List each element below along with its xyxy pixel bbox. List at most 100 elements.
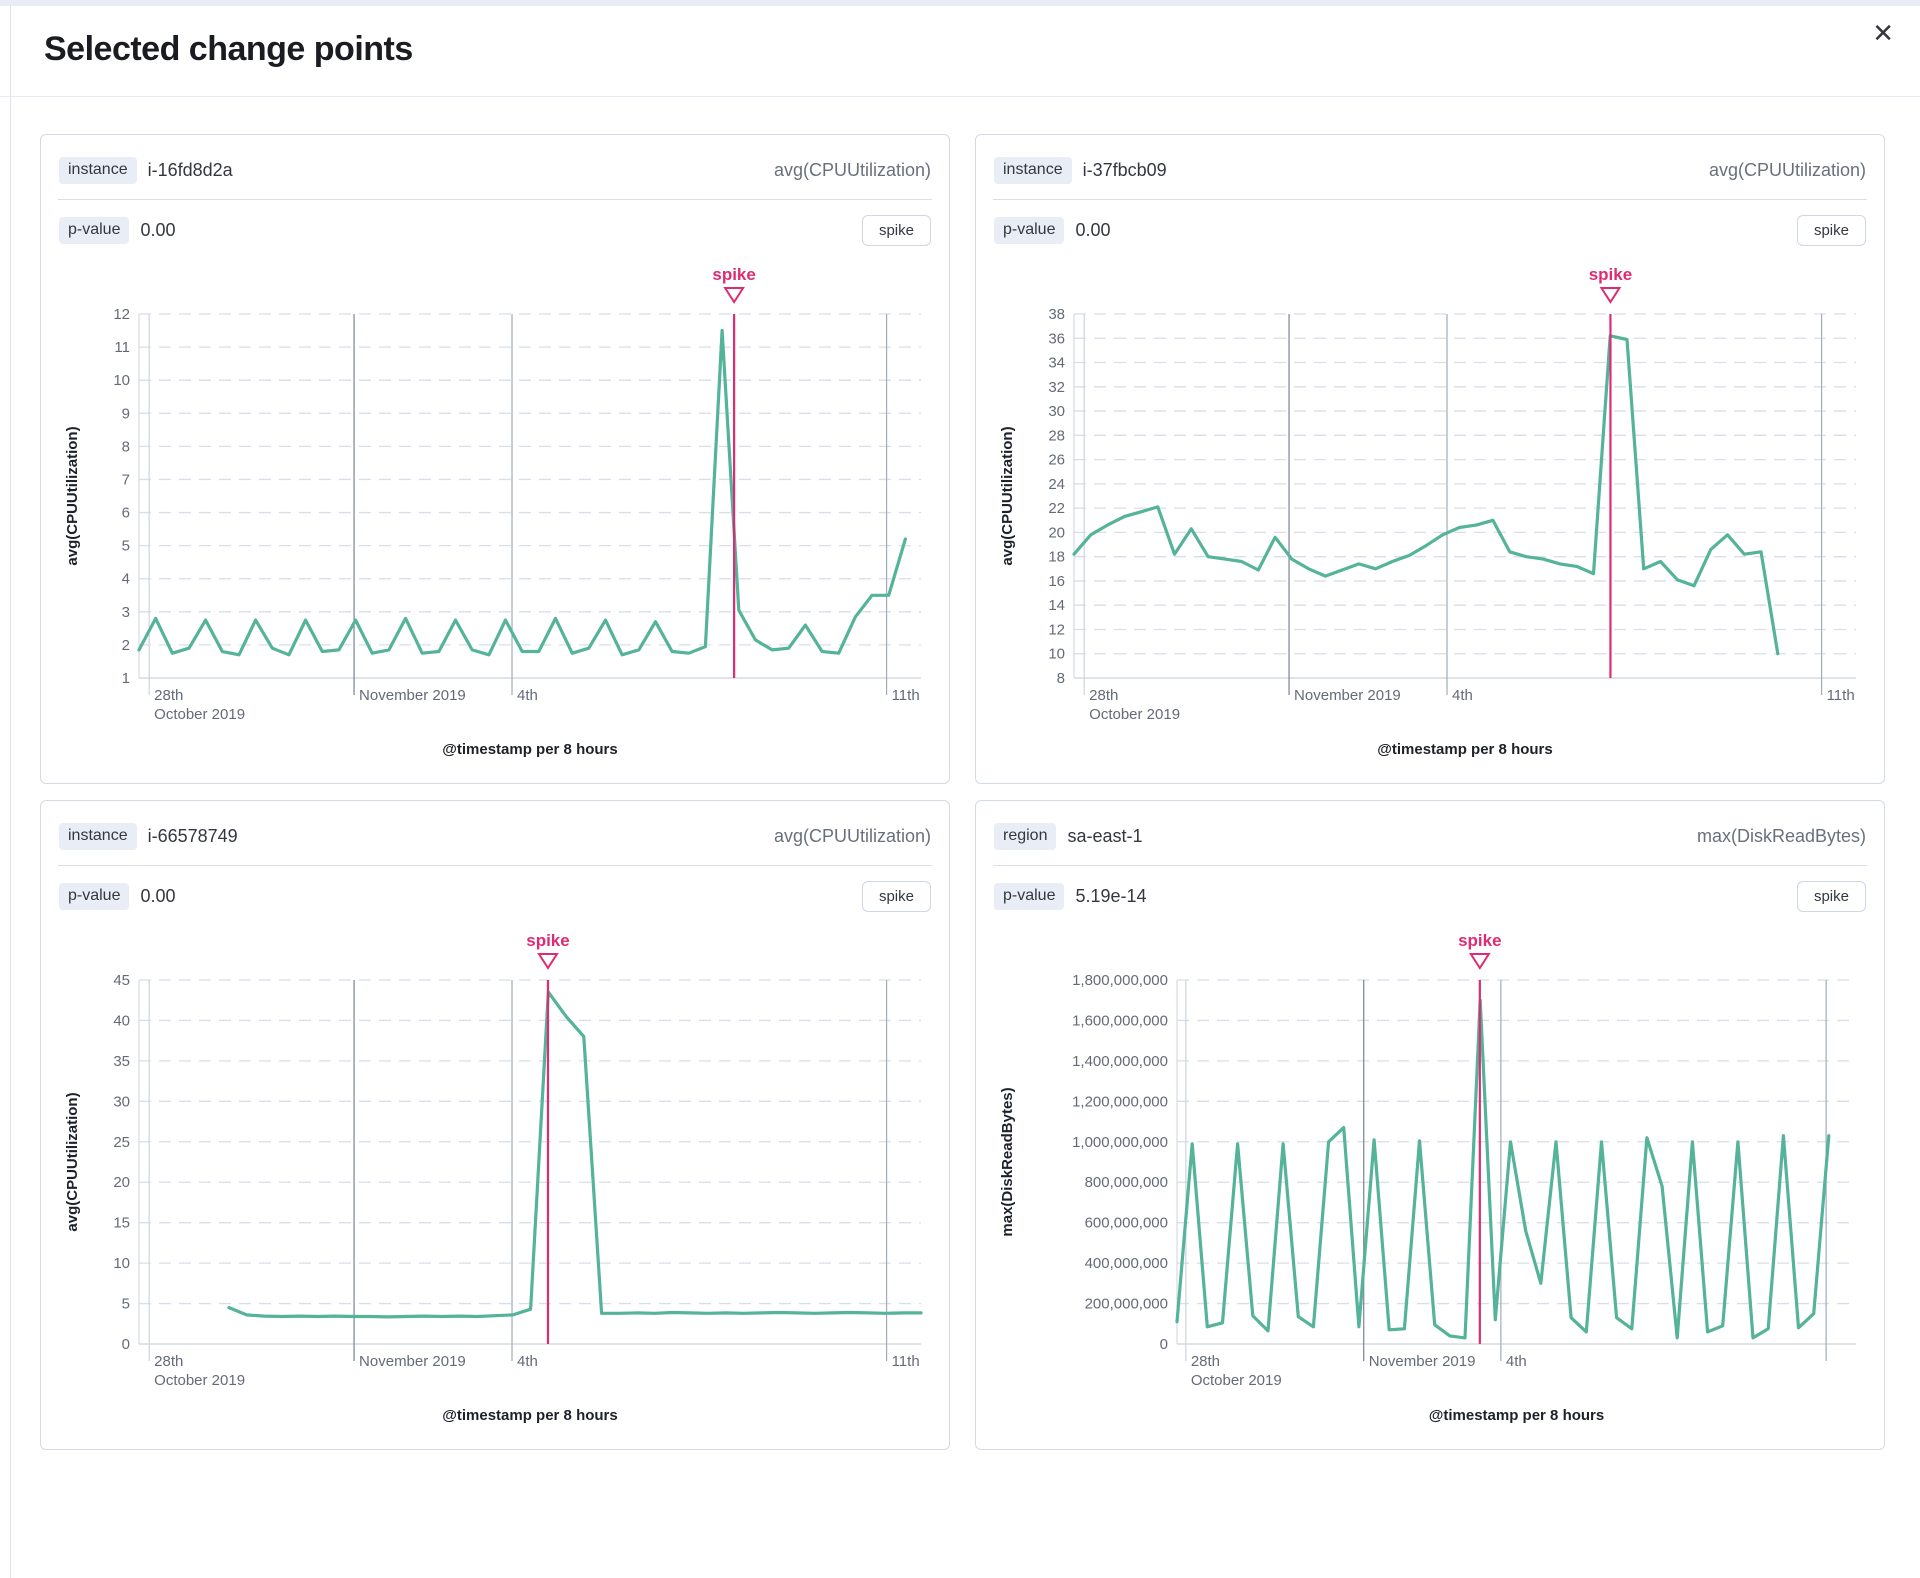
- p-value-row: p-value 5.19e-14 spike: [992, 866, 1868, 920]
- svg-text:600,000,000: 600,000,000: [1085, 1215, 1168, 1232]
- svg-text:avg(CPUUtilization): avg(CPUUtilization): [64, 1092, 81, 1231]
- change-point-card: instance i-37fbcb09 avg(CPUUtilization) …: [975, 134, 1885, 784]
- p-value: 0.00: [140, 886, 176, 906]
- svg-text:14: 14: [1048, 597, 1065, 614]
- svg-text:1,800,000,000: 1,800,000,000: [1072, 972, 1168, 989]
- svg-text:10: 10: [113, 1255, 130, 1272]
- change-type-button[interactable]: spike: [861, 881, 931, 912]
- svg-text:800,000,000: 800,000,000: [1085, 1174, 1168, 1191]
- svg-text:spike: spike: [1589, 265, 1632, 284]
- change-type-button[interactable]: spike: [1796, 881, 1866, 912]
- svg-text:5: 5: [122, 1296, 130, 1313]
- svg-text:28th: 28th: [1191, 1353, 1220, 1370]
- change-point-chart[interactable]: 0 5 10 15 20 25 30 35 40 45 28th October 2019 Novemb…: [57, 922, 933, 1439]
- change-point-card: instance i-16fd8d2a avg(CPUUtilization) …: [40, 134, 950, 784]
- svg-text:0: 0: [122, 1336, 130, 1353]
- field-value: i-66578749: [147, 826, 238, 846]
- p-value-badge: p-value: [59, 883, 130, 910]
- card-divider: [993, 199, 1867, 200]
- svg-text:@timestamp per 8 hours: @timestamp per 8 hours: [442, 741, 618, 758]
- svg-text:24: 24: [1048, 476, 1065, 493]
- svg-text:October 2019: October 2019: [1191, 1372, 1282, 1389]
- change-type-button[interactable]: spike: [861, 215, 931, 246]
- svg-text:28th: 28th: [154, 687, 183, 704]
- svg-text:1,000,000,000: 1,000,000,000: [1072, 1134, 1168, 1151]
- svg-text:4: 4: [122, 571, 130, 588]
- card-header: instance i-16fd8d2a avg(CPUUtilization): [57, 149, 933, 199]
- p-value-badge: p-value: [994, 883, 1065, 910]
- svg-text:10: 10: [113, 372, 130, 389]
- card-divider: [58, 865, 932, 866]
- change-point-grid: instance i-16fd8d2a avg(CPUUtilization) …: [40, 134, 1885, 1450]
- svg-text:1: 1: [122, 670, 130, 687]
- line-chart-svg[interactable]: 0 5 10 15 20 25 30 35 40 45 28th October 2019 Novemb…: [57, 922, 933, 1434]
- svg-text:12: 12: [113, 306, 130, 323]
- svg-text:38: 38: [1048, 306, 1065, 323]
- svg-text:7: 7: [122, 471, 130, 488]
- svg-text:November 2019: November 2019: [359, 1353, 466, 1370]
- svg-text:1,600,000,000: 1,600,000,000: [1072, 1012, 1168, 1029]
- field-value: i-37fbcb09: [1082, 160, 1167, 180]
- svg-text:October 2019: October 2019: [154, 1372, 245, 1389]
- svg-text:October 2019: October 2019: [154, 706, 245, 723]
- svg-text:1,400,000,000: 1,400,000,000: [1072, 1053, 1168, 1070]
- field-value: sa-east-1: [1067, 826, 1143, 846]
- svg-text:16: 16: [1048, 573, 1065, 590]
- svg-text:28: 28: [1048, 427, 1065, 444]
- svg-text:spike: spike: [1458, 931, 1501, 950]
- svg-text:22: 22: [1048, 500, 1065, 517]
- svg-text:34: 34: [1048, 355, 1065, 372]
- svg-text:11th: 11th: [892, 1353, 920, 1370]
- svg-text:11: 11: [114, 339, 130, 356]
- p-value-badge: p-value: [994, 217, 1065, 244]
- svg-text:28th: 28th: [154, 1353, 183, 1370]
- svg-text:30: 30: [1048, 403, 1065, 420]
- svg-text:5: 5: [122, 538, 130, 555]
- change-point-chart[interactable]: 1 2 3 4 5 6 7 8 9 10 11 12 28th October 2019 November …: [57, 256, 933, 773]
- svg-text:10: 10: [1048, 646, 1065, 663]
- svg-text:20: 20: [1048, 524, 1065, 541]
- svg-text:2: 2: [122, 637, 130, 654]
- metric-label: avg(CPUUtilization): [773, 826, 931, 846]
- svg-text:6: 6: [122, 505, 130, 522]
- close-icon[interactable]: ✕: [1872, 18, 1894, 48]
- field-name-badge: instance: [59, 823, 137, 850]
- card-header: region sa-east-1 max(DiskReadBytes): [992, 815, 1868, 865]
- change-point-chart[interactable]: 0 200,000,000 400,000,000 600,000,000 800,00…: [992, 922, 1868, 1439]
- field-value: i-16fd8d2a: [147, 160, 233, 180]
- card-divider: [58, 199, 932, 200]
- field-name-badge: instance: [59, 157, 137, 184]
- line-chart-svg[interactable]: 0 200,000,000 400,000,000 600,000,000 800,00…: [992, 922, 1868, 1434]
- p-value-row: p-value 0.00 spike: [57, 200, 933, 254]
- p-value-badge: p-value: [59, 217, 130, 244]
- svg-text:15: 15: [113, 1215, 130, 1232]
- card-header: instance i-66578749 avg(CPUUtilization): [57, 815, 933, 865]
- svg-text:avg(CPUUtilization): avg(CPUUtilization): [999, 426, 1016, 565]
- header-divider: [0, 96, 1920, 97]
- svg-text:30: 30: [113, 1093, 130, 1110]
- svg-text:November 2019: November 2019: [1294, 687, 1401, 704]
- svg-text:4th: 4th: [517, 1353, 538, 1370]
- metric-label: avg(CPUUtilization): [1708, 160, 1866, 180]
- p-value-row: p-value 0.00 spike: [57, 866, 933, 920]
- metric-label: max(DiskReadBytes): [1696, 826, 1866, 846]
- change-point-chart[interactable]: 8 10 12 14 16 18 20 22 24 26 28 30 32 34 36 38 28th Octob…: [992, 256, 1868, 773]
- p-value: 5.19e-14: [1075, 886, 1147, 906]
- svg-text:@timestamp per 8 hours: @timestamp per 8 hours: [1429, 1407, 1605, 1424]
- svg-text:26: 26: [1048, 452, 1065, 469]
- card-header: instance i-37fbcb09 avg(CPUUtilization): [992, 149, 1868, 199]
- svg-text:@timestamp per 8 hours: @timestamp per 8 hours: [1377, 741, 1553, 758]
- p-value: 0.00: [140, 220, 176, 240]
- change-type-button[interactable]: spike: [1796, 215, 1866, 246]
- line-chart-svg[interactable]: 8 10 12 14 16 18 20 22 24 26 28 30 32 34 36 38 28th Octob…: [992, 256, 1868, 768]
- svg-text:November 2019: November 2019: [1369, 1353, 1476, 1370]
- p-value: 0.00: [1075, 220, 1111, 240]
- field-name-badge: region: [994, 823, 1057, 850]
- svg-text:1,200,000,000: 1,200,000,000: [1072, 1093, 1168, 1110]
- svg-text:3: 3: [122, 604, 130, 621]
- top-edge-strip: [0, 0, 1920, 6]
- change-point-card: instance i-66578749 avg(CPUUtilization) …: [40, 800, 950, 1450]
- change-point-card: region sa-east-1 max(DiskReadBytes) p-va…: [975, 800, 1885, 1450]
- svg-text:4th: 4th: [1506, 1353, 1527, 1370]
